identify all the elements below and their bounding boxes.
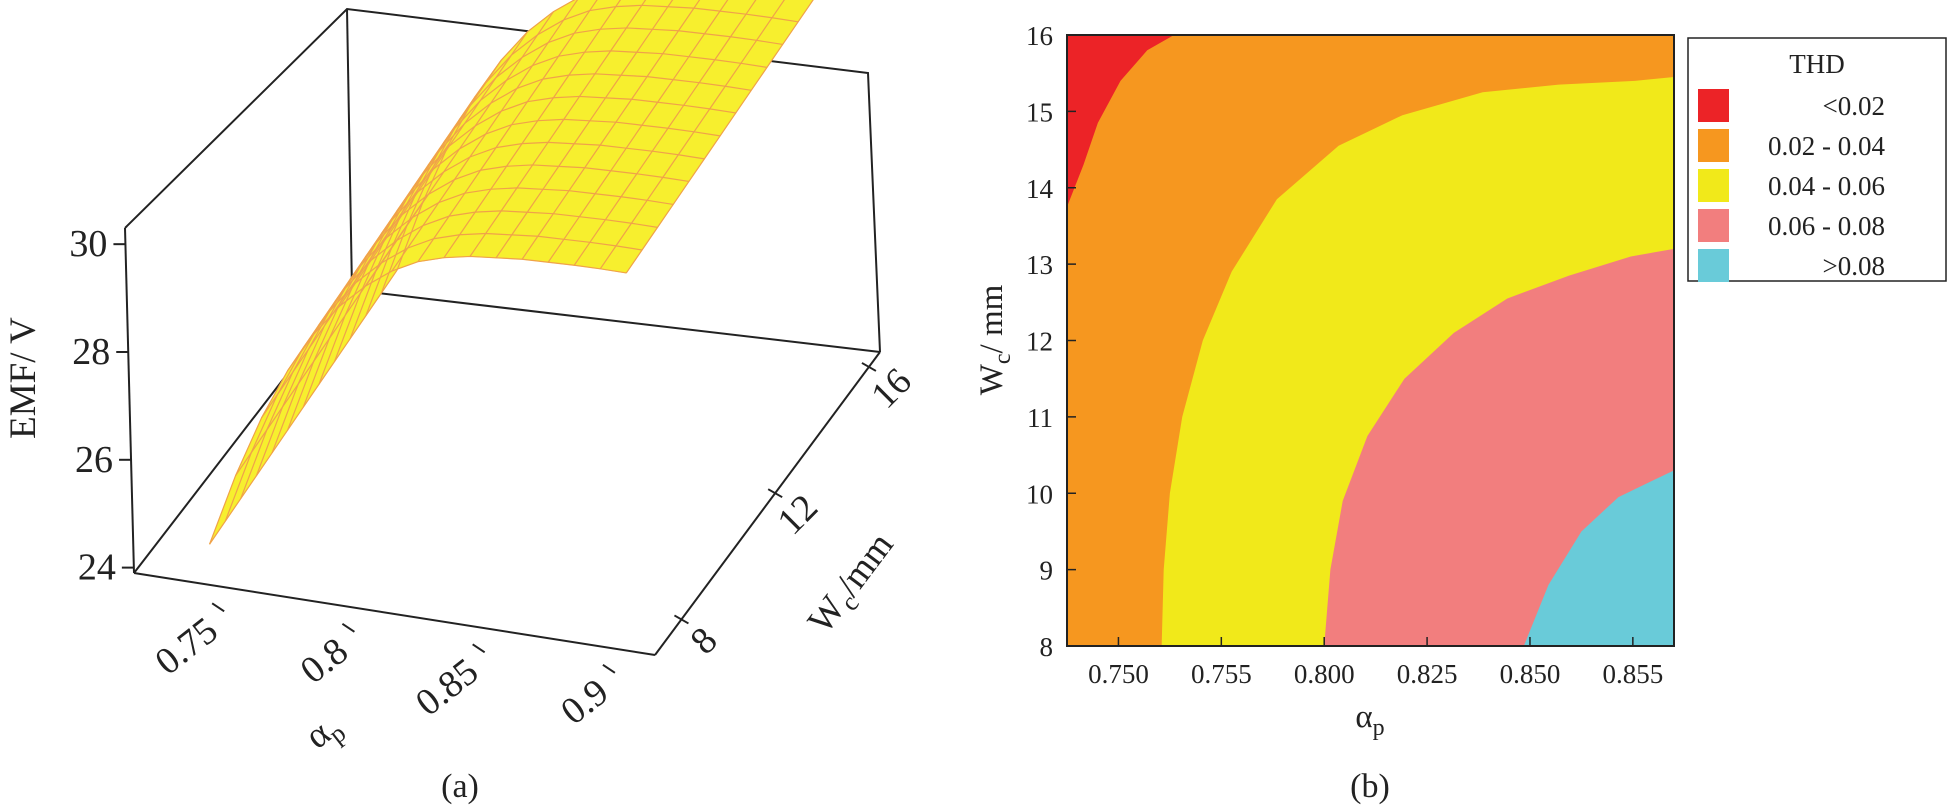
mesh-line-y bbox=[209, 269, 398, 545]
region-above-0.08 bbox=[1523, 470, 1674, 646]
box-back-vertical-edge bbox=[346, 8, 353, 291]
x-tick-mark bbox=[211, 602, 225, 613]
x-tick-label: 0.825 bbox=[1397, 659, 1458, 689]
mesh-line-y bbox=[365, 11, 554, 287]
legend-frame bbox=[1687, 37, 1947, 282]
contour-regions bbox=[1067, 35, 1674, 647]
z-tick-label: 30 bbox=[69, 223, 107, 265]
x-axis-line bbox=[133, 572, 656, 656]
panel-a-caption: (a) bbox=[441, 768, 479, 805]
x-tick-label: 0.8 bbox=[293, 630, 356, 692]
x-tick-mark bbox=[341, 622, 355, 633]
legend-swatch bbox=[1698, 89, 1729, 122]
y-tick-label: 13 bbox=[1026, 250, 1053, 280]
mesh-line-y bbox=[547, 0, 729, 263]
legend-swatch bbox=[1698, 209, 1729, 242]
y-tick-label: 8 bbox=[682, 619, 725, 662]
y-tick-label: 9 bbox=[1040, 556, 1054, 586]
x-tick-label: 0.850 bbox=[1500, 659, 1561, 689]
legend: THD <0.02 0.02 - 0.04 0.04 - 0.06 0.06 - 0.… bbox=[1687, 37, 1947, 282]
y-tick-label: 8 bbox=[1040, 632, 1054, 662]
legend-label: 0.02 - 0.04 bbox=[1768, 131, 1885, 161]
mesh-line-y bbox=[391, 0, 579, 272]
x-tick-mark bbox=[602, 663, 616, 674]
box-left-vertical-edge bbox=[124, 227, 135, 574]
mesh-line-x bbox=[396, 0, 576, 271]
surface-mesh bbox=[208, 0, 814, 545]
panel-b-contour-plot: 0.750 0.755 0.800 0.825 0.850 0.855 8 9 10 11 12 13… bbox=[974, 21, 1947, 805]
y-tick-mark bbox=[767, 488, 783, 499]
x-tick-label: 0.855 bbox=[1602, 659, 1663, 689]
x-tick-label: 0.85 bbox=[408, 650, 486, 724]
mesh-line-y bbox=[573, 0, 757, 266]
legend-label: <0.02 bbox=[1823, 91, 1885, 121]
y-tick-mark bbox=[861, 362, 877, 372]
mesh-line-y bbox=[443, 0, 622, 259]
x-tick-mark bbox=[472, 643, 486, 654]
y-tick-label: 16 bbox=[1026, 21, 1053, 51]
x-tick-label: 0.750 bbox=[1088, 659, 1149, 689]
legend-swatch bbox=[1698, 169, 1729, 202]
legend-label: 0.04 - 0.06 bbox=[1768, 171, 1885, 201]
y-axis-label: Wc/mm bbox=[800, 525, 906, 644]
mesh-line-y bbox=[417, 0, 598, 263]
legend-label: 0.06 - 0.08 bbox=[1768, 211, 1885, 241]
mesh-line-y bbox=[469, 0, 647, 257]
legend-label: >0.08 bbox=[1823, 251, 1885, 281]
mesh-line-y bbox=[495, 0, 674, 259]
mesh-line-y bbox=[261, 143, 450, 419]
surface-patch bbox=[224, 429, 268, 522]
panel-b-caption: (b) bbox=[1350, 768, 1390, 805]
y-tick-label: 11 bbox=[1027, 403, 1053, 433]
y-tick-label: 15 bbox=[1026, 97, 1053, 127]
y-tick-label: 12 bbox=[1026, 327, 1053, 357]
mesh-line-y bbox=[339, 31, 528, 307]
mesh-line-y bbox=[599, 0, 785, 270]
mesh-line-y bbox=[625, 0, 814, 274]
legend-swatch bbox=[1698, 249, 1729, 282]
legend-title: THD bbox=[1789, 49, 1845, 79]
y-tick-label: 10 bbox=[1026, 479, 1053, 509]
z-tick-label: 26 bbox=[75, 439, 113, 481]
y-axis-line bbox=[654, 351, 881, 656]
box-floor-back-edge bbox=[351, 289, 881, 353]
mesh-line-y bbox=[313, 59, 502, 335]
y-tick-mark bbox=[673, 614, 689, 625]
x-axis-label: αp bbox=[1355, 699, 1384, 741]
panel-b-ticks: 0.750 0.755 0.800 0.825 0.850 0.855 8 9 10 11 12 13… bbox=[1026, 21, 1663, 689]
y-tick-label: 14 bbox=[1026, 174, 1054, 204]
x-tick-label: 0.755 bbox=[1191, 659, 1252, 689]
legend-swatch bbox=[1698, 129, 1729, 162]
x-axis-label: αp bbox=[298, 705, 352, 761]
x-tick-label: 0.800 bbox=[1294, 659, 1355, 689]
z-tick-label: 24 bbox=[78, 547, 116, 589]
mesh-line-y bbox=[287, 96, 476, 371]
surface bbox=[209, 0, 814, 545]
y-axis-label: Wc/ mm bbox=[974, 284, 1016, 395]
z-axis-label: EMF/ V bbox=[3, 317, 44, 439]
mesh-line-y bbox=[521, 0, 701, 260]
z-tick-label: 28 bbox=[72, 331, 110, 373]
region-below-0.02 bbox=[1067, 35, 1174, 207]
x-tick-label: 0.75 bbox=[147, 609, 225, 683]
x-tick-label: 0.9 bbox=[553, 671, 616, 733]
